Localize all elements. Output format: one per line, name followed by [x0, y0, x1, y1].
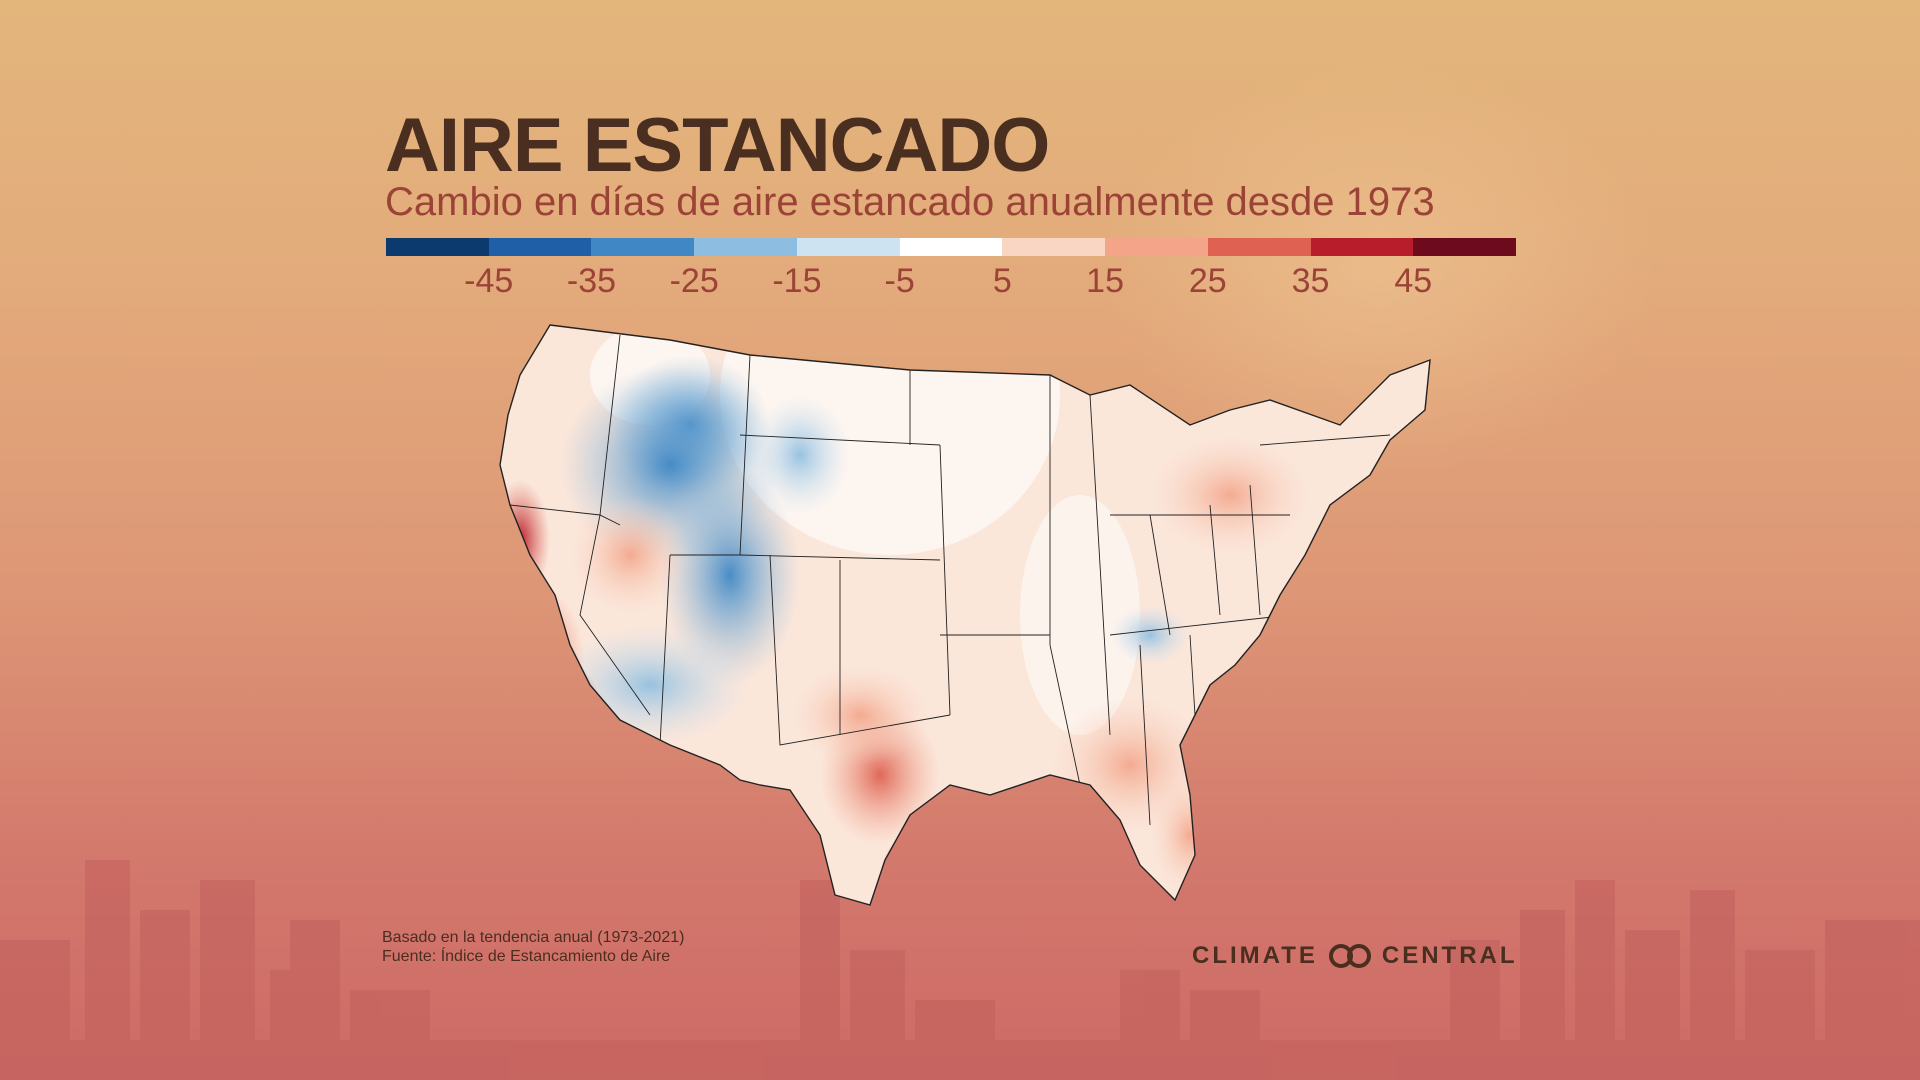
city-skyline-silhouette — [0, 860, 1920, 1080]
basis-note: Basado en la tendencia anual (1973-2021) — [382, 929, 685, 946]
legend-swatch — [488, 238, 592, 256]
climate-central-logo: CLIMATE CENTRAL — [1192, 942, 1518, 970]
logo-text-right: CENTRAL — [1381, 942, 1518, 969]
legend-tick-label: -15 — [772, 262, 822, 300]
legend-swatch — [591, 238, 695, 256]
color-legend-ticks: -45 -35 -25 -15 -5 5 15 25 35 45 — [386, 262, 1516, 302]
source-note: Fuente: Índice de Estancamiento de Aire — [382, 948, 671, 965]
legend-tick-label: 25 — [1188, 262, 1227, 300]
legend-swatch — [899, 238, 1003, 256]
legend-tick-label: 15 — [1086, 262, 1124, 300]
legend-tick-label: 45 — [1394, 262, 1433, 300]
page-title: AIRE ESTANCADO — [385, 103, 1050, 188]
interlocking-rings-icon — [1328, 944, 1371, 968]
color-legend-bar — [386, 238, 1517, 256]
legend-tick-label: 5 — [992, 262, 1012, 300]
footnotes: Basado en la tendencia anual (1973-2021)… — [382, 928, 684, 966]
logo-text-left: CLIMATE — [1192, 942, 1318, 969]
legend-tick-label: -45 — [464, 262, 514, 300]
legend-swatch — [1105, 238, 1208, 256]
legend-tick-label: -5 — [884, 262, 915, 300]
legend-swatch — [1310, 238, 1414, 256]
legend-swatch — [1207, 238, 1311, 256]
legend-swatch — [796, 238, 900, 256]
legend-swatch — [386, 238, 489, 256]
us-stagnant-air-map — [499, 324, 1431, 906]
legend-tick-label: -35 — [566, 262, 617, 300]
page-subtitle: Cambio en días de aire estancado anualme… — [385, 180, 1435, 224]
legend-swatch — [694, 238, 797, 256]
legend-tick-label: 35 — [1291, 262, 1330, 300]
legend-tick-label: -25 — [669, 262, 719, 300]
legend-swatch — [1002, 238, 1106, 256]
legend-swatch — [1413, 238, 1517, 256]
